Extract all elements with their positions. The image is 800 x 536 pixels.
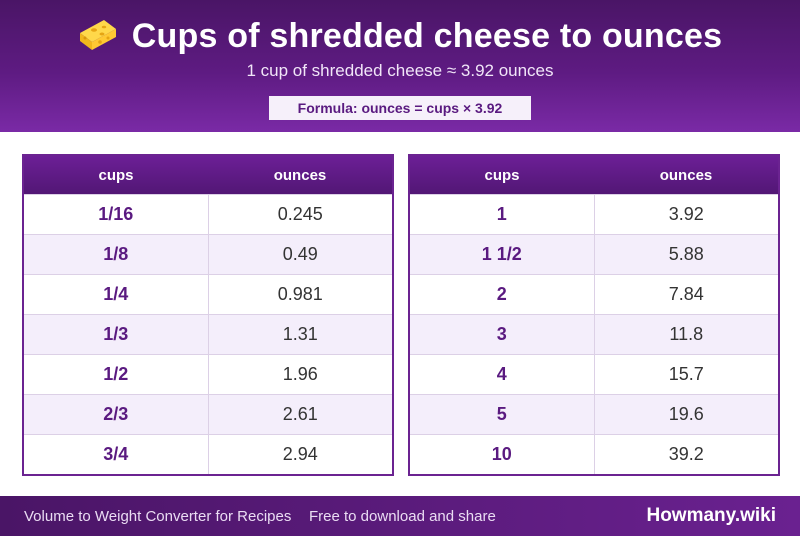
page-title: Cups of shredded cheese to ounces (131, 16, 723, 55)
cups-cell: 1/3 (24, 314, 208, 355)
cups-cell: 1 1/2 (410, 234, 594, 275)
ounces-cell: 15.7 (593, 354, 778, 395)
ounces-cell: 3.92 (593, 194, 778, 235)
table-row: 1/8 0.49 (24, 234, 392, 275)
ounces-cell: 2.61 (207, 394, 392, 435)
table-row: 1/2 1.96 (24, 354, 392, 395)
column-header-ounces: ounces (594, 156, 778, 195)
ounces-cell: 39.2 (593, 434, 778, 474)
table-row: 5 19.6 (410, 394, 778, 435)
table-row: 1/16 0.245 (24, 194, 392, 235)
column-header-cups: cups (24, 156, 208, 195)
cups-cell: 3/4 (24, 434, 208, 474)
cups-cell: 4 (410, 354, 594, 395)
ounces-cell: 5.88 (593, 234, 778, 275)
ounces-cell: 7.84 (593, 274, 778, 315)
cups-cell: 2/3 (24, 394, 208, 435)
table-row: 3 11.8 (410, 314, 778, 355)
table-row: 4 15.7 (410, 354, 778, 395)
cups-cell: 1/16 (24, 194, 208, 235)
cups-cell: 1 (410, 194, 594, 235)
header-banner: Cups of shredded cheese to ounces 1 cup … (0, 0, 800, 132)
table-header-row: cups ounces (410, 156, 778, 195)
cheese-icon (78, 17, 118, 56)
table-row: 1 3.92 (410, 194, 778, 235)
table-row: 2 7.84 (410, 274, 778, 315)
conversion-table-right: cups ounces 1 3.92 1 1/2 5.88 2 7.84 3 11.8 … (408, 154, 780, 476)
ounces-cell: 0.981 (207, 274, 392, 315)
cups-cell: 10 (410, 434, 594, 474)
cups-cell: 3 (410, 314, 594, 355)
cups-cell: 1/4 (24, 274, 208, 315)
footer-description: Volume to Weight Converter for Recipes (24, 508, 292, 525)
table-row: 2/3 2.61 (24, 394, 392, 435)
ounces-cell: 0.49 (207, 234, 392, 275)
cups-cell: 1/8 (24, 234, 208, 275)
formula-badge: Formula: ounces = cups × 3.92 (269, 96, 531, 120)
table-row: 1/3 1.31 (24, 314, 392, 355)
table-row: 1/4 0.981 (24, 274, 392, 315)
ounces-cell: 11.8 (593, 314, 778, 355)
ounces-cell: 0.245 (207, 194, 392, 235)
conversion-table-left: cups ounces 1/16 0.245 1/8 0.49 1/4 0.981 1… (22, 154, 394, 476)
cups-cell: 5 (410, 394, 594, 435)
footer-bar: Volume to Weight Converter for Recipes F… (0, 496, 800, 536)
table-row: 1 1/2 5.88 (410, 234, 778, 275)
ounces-cell: 1.96 (207, 354, 392, 395)
cups-cell: 1/2 (24, 354, 208, 395)
page-subtitle: 1 cup of shredded cheese ≈ 3.92 ounces (246, 61, 554, 80)
page-title-row: Cups of shredded cheese to ounces (0, 14, 800, 58)
brand-logo[interactable]: Howmany.wiki (646, 505, 776, 526)
table-row: 10 39.2 (410, 434, 778, 474)
ounces-cell: 19.6 (593, 394, 778, 435)
cups-cell: 2 (410, 274, 594, 315)
footer-share-note: Free to download and share (309, 508, 496, 525)
ounces-cell: 2.94 (207, 434, 392, 474)
column-header-ounces: ounces (208, 156, 392, 195)
table-row: 3/4 2.94 (24, 434, 392, 474)
column-header-cups: cups (410, 156, 594, 195)
table-header-row: cups ounces (24, 156, 392, 195)
ounces-cell: 1.31 (207, 314, 392, 355)
